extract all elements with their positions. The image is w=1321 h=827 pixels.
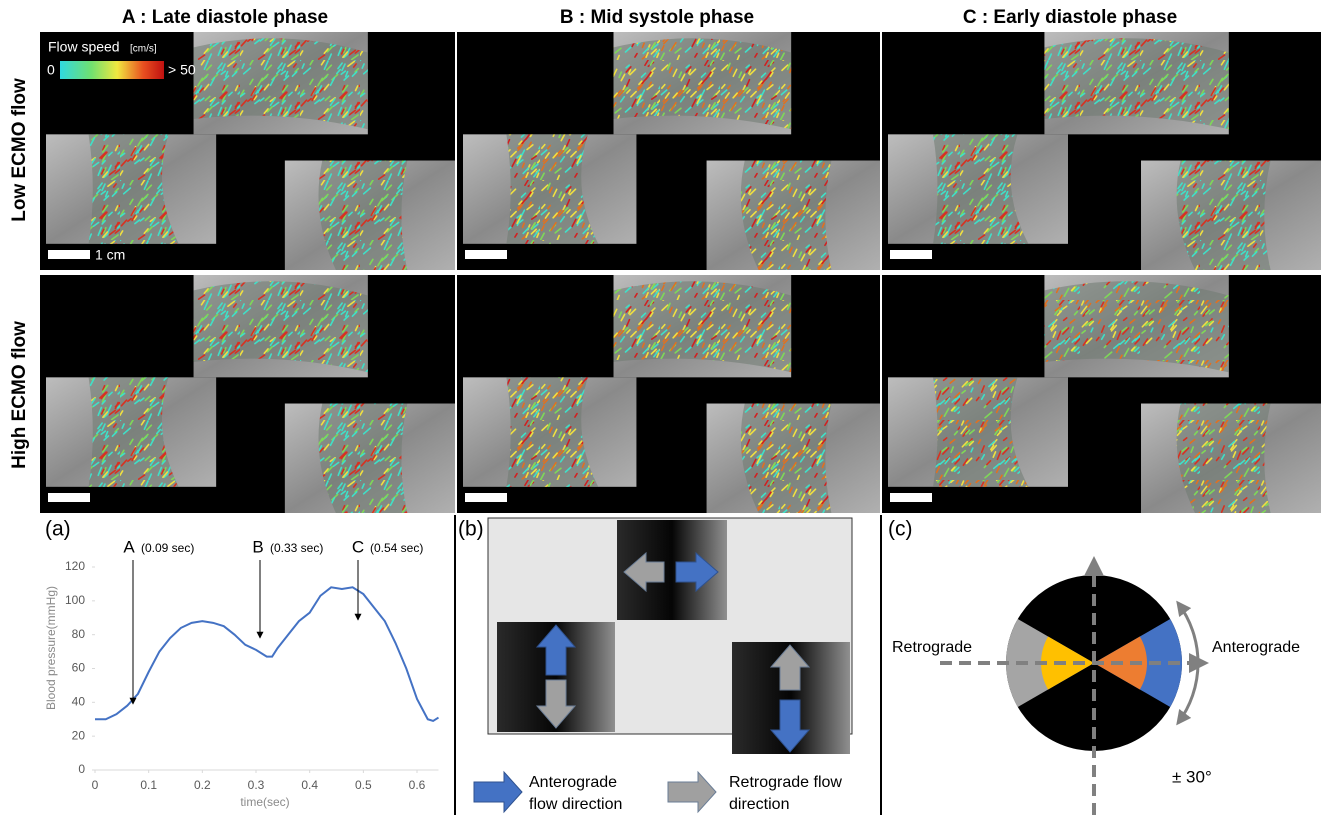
- annotation-time: (0.33 sec): [270, 541, 323, 555]
- colorbar-title: Flow speed: [48, 39, 120, 55]
- scale-bar: [890, 250, 932, 259]
- flow-streaks: [741, 404, 832, 513]
- flow-streaks: [614, 281, 792, 372]
- x-tick-label: 0.4: [301, 778, 318, 792]
- annotation-time: (0.09 sec): [141, 541, 194, 555]
- flow-streaks: [614, 38, 792, 129]
- legend-line: Retrograde flow: [729, 774, 842, 791]
- figure: A : Late diastole phase B : Mid systole …: [0, 0, 1321, 822]
- legend-line: Anterograde: [529, 774, 617, 791]
- annotation-letter: C: [352, 537, 364, 556]
- y-tick-label: 20: [72, 728, 86, 742]
- page: A : Late diastole phase B : Mid systole …: [0, 0, 1321, 827]
- line-chart: 0 20 40 60 80 100 120 0 0.1 0.2 0.3 0.4 0.5 0.6: [65, 559, 439, 792]
- x-axis-title: time(sec): [240, 795, 289, 809]
- scale-bar: [465, 493, 507, 502]
- legend-arrow: [474, 772, 522, 812]
- scale-bar: [890, 493, 932, 502]
- annotation-letter: A: [123, 537, 135, 556]
- legend-arrow: [668, 772, 716, 812]
- y-tick-label: 60: [72, 661, 86, 675]
- flow-panels: [40, 32, 1321, 513]
- y-tick-label: 80: [72, 627, 86, 641]
- flow-streaks: [1177, 404, 1271, 513]
- y-axis-title: Blood pressure(mmHg): [44, 586, 58, 710]
- scale-label: 1 cm: [95, 247, 125, 263]
- x-tick-label: 0.5: [355, 778, 372, 792]
- row-title: Low ECMO flow: [9, 78, 30, 222]
- legend-label: Retrograde flow direction: [729, 774, 842, 813]
- flow-streaks: [1044, 281, 1228, 372]
- panel-label: (b): [458, 518, 484, 541]
- y-tick-label: 100: [65, 593, 85, 607]
- annotation-letter: B: [252, 537, 263, 556]
- x-tick-label: 0.2: [194, 778, 211, 792]
- scale-bar: [465, 250, 507, 259]
- x-tick-label: 0.1: [140, 778, 157, 792]
- flow-streaks: [1177, 161, 1271, 270]
- flow-streaks: [318, 161, 407, 270]
- line: [95, 587, 438, 721]
- row-title: High ECMO flow: [9, 321, 30, 469]
- panel-label: (c): [888, 518, 913, 541]
- x-tick-label: 0.3: [248, 778, 265, 792]
- colorbar-min: 0: [47, 62, 55, 78]
- scale-bar: [48, 250, 90, 259]
- colorbar: [60, 61, 164, 79]
- flow-streaks: [318, 404, 407, 513]
- legend-label: Anterograde flow direction: [529, 774, 622, 813]
- annotation-time: (0.54 sec): [370, 541, 423, 555]
- flow-streaks: [194, 38, 368, 129]
- panel-label: (a): [45, 518, 71, 541]
- y-tick-label: 40: [72, 695, 86, 709]
- flow-streaks: [194, 281, 368, 372]
- x-tick-label: 0.6: [409, 778, 426, 792]
- retrograde-label: Retrograde: [892, 639, 972, 656]
- scale-bar: [48, 493, 90, 502]
- y-tick-label: 0: [78, 762, 85, 776]
- anterograde-label: Anterograde: [1212, 639, 1300, 656]
- colorbar-unit: [cm/s]: [130, 44, 157, 55]
- column-title: B : Mid systole phase: [560, 7, 754, 28]
- flow-streaks: [741, 161, 832, 270]
- colorbar-max: > 50: [168, 62, 196, 78]
- y-tick-label: 120: [65, 559, 85, 573]
- flow-streaks: [1044, 38, 1228, 129]
- legend-line: flow direction: [529, 796, 622, 813]
- angle-label: ± 30°: [1172, 767, 1212, 786]
- column-title: A : Late diastole phase: [122, 7, 328, 28]
- column-title: C : Early diastole phase: [963, 7, 1177, 28]
- x-tick-label: 0: [92, 778, 99, 792]
- legend-line: direction: [729, 796, 789, 813]
